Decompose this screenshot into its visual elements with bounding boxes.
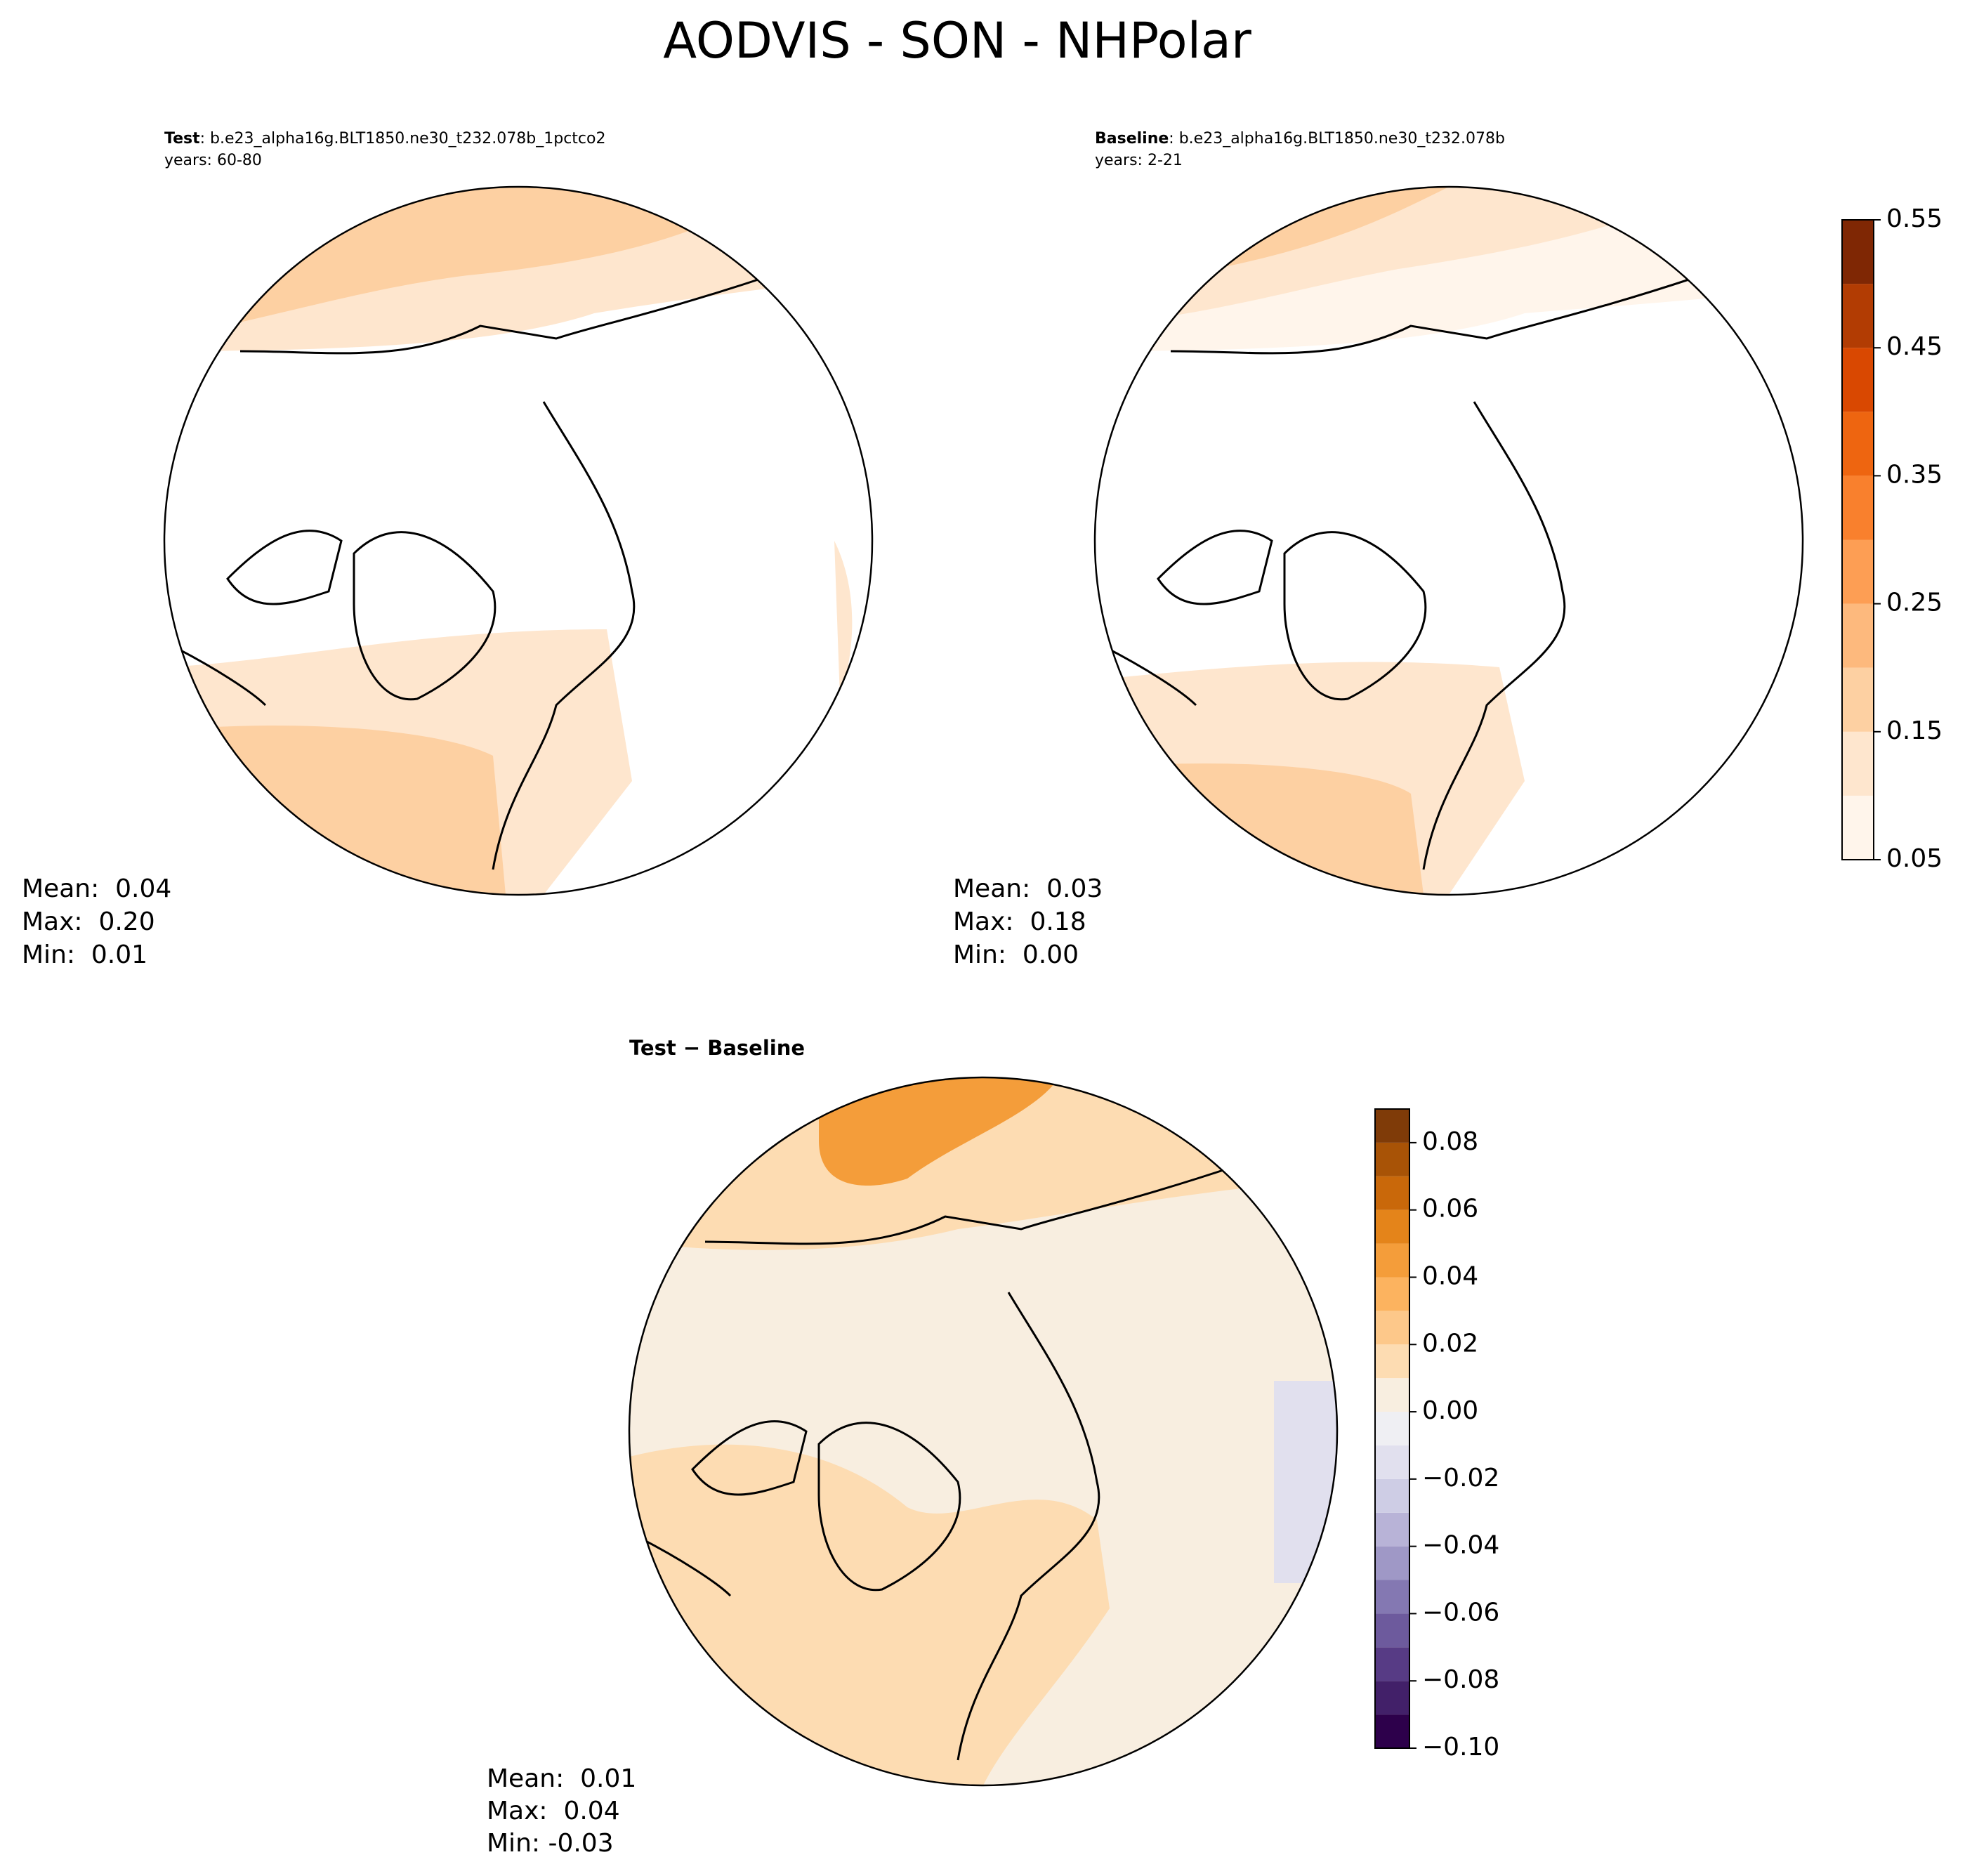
colorbar-band bbox=[1842, 348, 1874, 412]
stat-line: Min: -0.03 bbox=[487, 1829, 614, 1858]
colorbar-band bbox=[1375, 1277, 1409, 1311]
colorbar-band bbox=[1375, 1546, 1409, 1580]
colorbar-band bbox=[1842, 667, 1874, 732]
colorbar-tick-label: 0.35 bbox=[1886, 460, 1943, 489]
panel-years: years: 2-21 bbox=[1095, 152, 1183, 169]
figure-title: AODVIS - SON - NHPolar bbox=[663, 12, 1251, 70]
colorbar-tick-label: 0.05 bbox=[1886, 844, 1943, 873]
colorbar-tick-label: 0.00 bbox=[1422, 1396, 1478, 1425]
colorbar-tick-label: −0.02 bbox=[1422, 1464, 1499, 1493]
colorbar-tick-label: −0.10 bbox=[1422, 1733, 1499, 1762]
colorbar-band bbox=[1375, 1681, 1409, 1715]
colorbar-tick-label: 0.02 bbox=[1422, 1329, 1478, 1358]
colorbar-band bbox=[1375, 1445, 1409, 1479]
colorbar-band bbox=[1375, 1714, 1409, 1748]
field bbox=[1273, 1381, 1337, 1583]
colorbar-band bbox=[1375, 1344, 1409, 1379]
colorbar-band bbox=[1842, 220, 1874, 284]
colorbar-tick-label: 0.15 bbox=[1886, 716, 1943, 745]
map bbox=[1095, 187, 1803, 895]
field bbox=[819, 1077, 1059, 1186]
colorbar-band bbox=[1375, 1512, 1409, 1547]
colorbar-tick-label: 0.45 bbox=[1886, 332, 1943, 361]
colorbar-tick-label: 0.08 bbox=[1422, 1127, 1478, 1156]
colorbar-band bbox=[1375, 1478, 1409, 1513]
colorbar-band bbox=[1375, 1580, 1409, 1614]
colorbar-band bbox=[1375, 1243, 1409, 1278]
colorbar-band bbox=[1375, 1142, 1409, 1176]
colorbar-band bbox=[1375, 1412, 1409, 1445]
colorbar-band bbox=[1842, 475, 1874, 540]
stat-line: Min: 0.00 bbox=[953, 940, 1079, 969]
colorbar-tick-label: 0.06 bbox=[1422, 1195, 1478, 1224]
coastline bbox=[164, 275, 771, 870]
colorbar-tick-label: −0.06 bbox=[1422, 1598, 1499, 1627]
panel-label: Baseline bbox=[1095, 130, 1169, 147]
field bbox=[164, 725, 506, 895]
panel-case: : b.e23_alpha16g.BLT1850.ne30_t232.078b_… bbox=[200, 130, 606, 147]
stat-line: Mean: 0.03 bbox=[953, 874, 1103, 903]
colorbar-tick-label: 0.25 bbox=[1886, 589, 1943, 617]
stat-line: Max: 0.18 bbox=[953, 907, 1086, 936]
map bbox=[629, 1077, 1337, 1785]
colorbar-band bbox=[1375, 1378, 1409, 1412]
stat-line: Mean: 0.01 bbox=[487, 1764, 636, 1793]
colorbar-band bbox=[1375, 1613, 1409, 1648]
colorbar-band bbox=[1375, 1209, 1409, 1244]
colorbar-tick-label: 0.55 bbox=[1886, 204, 1943, 233]
panel-header: Baseline: b.e23_alpha16g.BLT1850.ne30_t2… bbox=[1095, 130, 1505, 147]
coastline bbox=[1095, 275, 1702, 870]
stat-line: Max: 0.20 bbox=[22, 907, 155, 936]
panel-years: years: 60-80 bbox=[164, 152, 262, 169]
colorbar-band bbox=[1842, 795, 1874, 860]
stat-line: Min: 0.01 bbox=[22, 940, 147, 969]
field bbox=[1095, 763, 1424, 895]
panel-header: Test: b.e23_alpha16g.BLT1850.ne30_t232.0… bbox=[164, 130, 605, 147]
colorbar-tick-label: 0.04 bbox=[1422, 1261, 1478, 1290]
panel-case: : b.e23_alpha16g.BLT1850.ne30_t232.078b bbox=[1169, 130, 1505, 147]
map-frame bbox=[1095, 187, 1803, 895]
map bbox=[164, 187, 872, 895]
colorbar-band bbox=[1375, 1109, 1409, 1143]
map-frame bbox=[164, 187, 872, 895]
colorbar-band bbox=[1842, 412, 1874, 476]
colorbar-band bbox=[1842, 284, 1874, 348]
colorbar-band bbox=[1375, 1647, 1409, 1681]
stat-line: Mean: 0.04 bbox=[22, 874, 171, 903]
colorbar-frame bbox=[1374, 1108, 1410, 1749]
coastline bbox=[629, 1166, 1236, 1760]
colorbar-band bbox=[1375, 1311, 1409, 1345]
colorbar-band bbox=[1375, 1176, 1409, 1210]
colorbar-tick-label: −0.04 bbox=[1422, 1531, 1499, 1560]
panel-label: Test bbox=[164, 130, 200, 147]
stat-line: Max: 0.04 bbox=[487, 1797, 620, 1825]
colorbar-band bbox=[1842, 539, 1874, 604]
colorbar-band bbox=[1842, 603, 1874, 668]
colorbar-tick-label: −0.08 bbox=[1422, 1665, 1499, 1694]
colorbar-band bbox=[1842, 731, 1874, 796]
panel-header: Test − Baseline bbox=[629, 1036, 805, 1060]
colorbar-frame bbox=[1841, 219, 1874, 860]
